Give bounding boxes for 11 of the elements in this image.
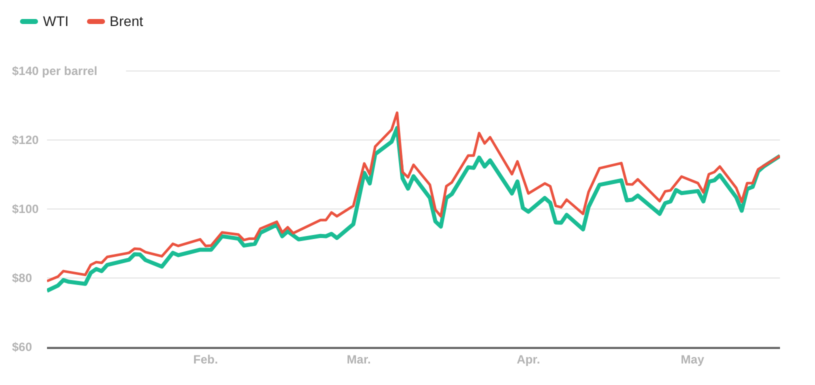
x-tick-label: Apr. bbox=[516, 352, 540, 367]
x-tick-label: May bbox=[680, 352, 704, 367]
x-tick-label: Mar. bbox=[346, 352, 371, 367]
y-tick-label: $120 bbox=[12, 133, 40, 147]
y-tick-label: $100 bbox=[12, 202, 40, 216]
y-tick-label: $60 bbox=[12, 340, 32, 354]
y-tick-label: $80 bbox=[12, 271, 32, 285]
x-tick-label: Feb. bbox=[193, 352, 218, 367]
legend-label: WTI bbox=[42, 13, 69, 29]
legend-label: Brent bbox=[108, 13, 144, 29]
y-tick-label: $140 per barrel bbox=[12, 64, 98, 78]
